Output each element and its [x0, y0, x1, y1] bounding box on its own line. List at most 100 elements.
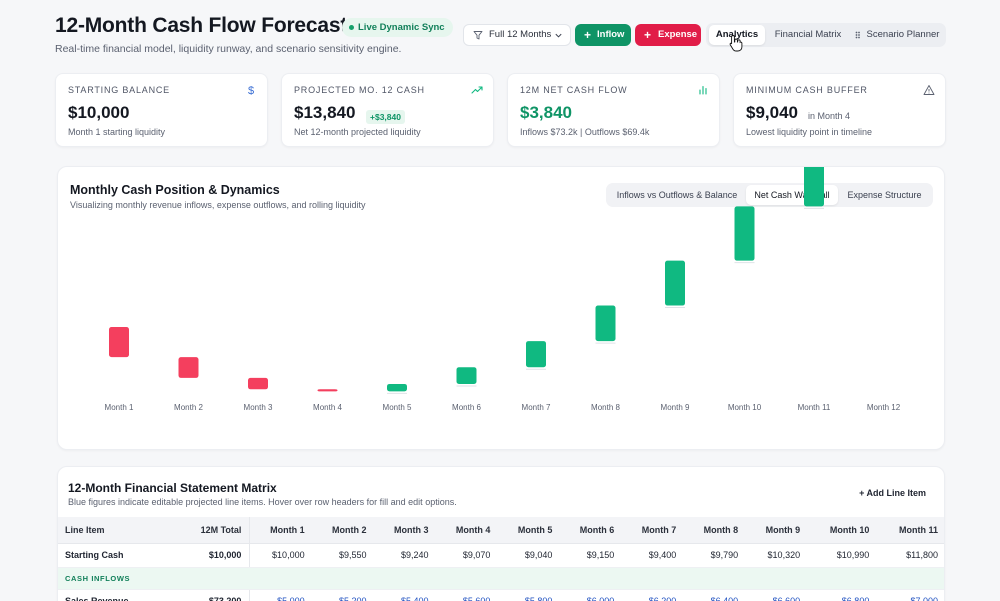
table-cell: $9,790: [684, 543, 747, 568]
waterfall-bar-10[interactable]: [734, 206, 755, 261]
table-cell[interactable]: $5,200: [312, 589, 375, 601]
plus-icon: +: [584, 28, 592, 42]
bar-chart-icon: [699, 85, 707, 95]
chart-subtitle: Visualizing monthly revenue inflows, exp…: [70, 200, 366, 210]
waterfall-bar-1[interactable]: [109, 327, 129, 358]
add-line-item-button[interactable]: + Add Line Item: [859, 488, 926, 498]
kpi-value: $13,840: [294, 103, 356, 122]
table-cell: $9,400: [622, 543, 685, 568]
waterfall-bar-3[interactable]: [248, 377, 268, 390]
waterfall-bar-7[interactable]: [526, 341, 546, 368]
kpi-minimum-cash-buffer: Minimum Cash Buffer $9,040 in Month 4 Lo…: [733, 73, 946, 147]
x-tick-label: Month 2: [174, 403, 203, 412]
waterfall-bar-2[interactable]: [178, 357, 199, 378]
kpi-projected-month-12: Projected Mo. 12 Cash $13,840 +$3,840 Ne…: [281, 73, 494, 147]
matrix-title: 12-Month Financial Statement Matrix: [68, 481, 277, 495]
table-cell[interactable]: $7,000: [877, 589, 944, 601]
kpi-change-badge: +$3,840: [366, 110, 405, 124]
kpi-sub: Inflows $73.2k | Outflows $69.4k: [520, 127, 650, 137]
table-cell[interactable]: $6,800: [808, 589, 878, 601]
x-tick-label: Month 10: [728, 403, 762, 412]
page-header: 12-Month Cash Flow Forecast Live Dynamic…: [55, 14, 946, 64]
table-cell[interactable]: $5,800: [498, 589, 561, 601]
table-cell: $9,550: [312, 543, 375, 568]
kpi-value: $10,000: [68, 103, 130, 122]
kpi-sub: Month 1 starting liquidity: [68, 127, 166, 137]
waterfall-bar-11[interactable]: [804, 167, 824, 207]
live-sync-label: Live Dynamic Sync: [358, 22, 445, 33]
x-tick-label: Month 6: [452, 403, 481, 412]
kpi-label: Projected Mo. 12 Cash: [294, 85, 425, 95]
table-cell[interactable]: $6,600: [746, 589, 809, 601]
column-header: Line Item: [58, 517, 178, 544]
waterfall-bar-8[interactable]: [595, 305, 616, 342]
plus-icon: +: [644, 28, 652, 42]
waterfall-bar-5[interactable]: [387, 383, 407, 392]
table-cell[interactable]: $6,000: [560, 589, 623, 601]
kpi-label: Starting Balance: [68, 85, 170, 95]
tab-inflows-outflows[interactable]: Inflows vs Outflows & Balance: [616, 190, 738, 200]
x-tick-label: Month 9: [661, 403, 690, 412]
kpi-sub: Net 12-month projected liquidity: [294, 127, 421, 137]
table-cell[interactable]: $5,400: [374, 589, 437, 601]
column-header: Month 7: [622, 517, 685, 544]
live-sync-badge: Live Dynamic Sync: [342, 18, 453, 37]
kpi-starting-balance: Starting Balance $ $10,000 Month 1 start…: [55, 73, 268, 147]
chart-title: Monthly Cash Position & Dynamics: [70, 183, 280, 197]
table-cell[interactable]: $5,000: [249, 589, 313, 601]
table-cell[interactable]: $5,600: [436, 589, 499, 601]
x-tick-label: Month 12: [867, 403, 901, 412]
column-header: 12M Total: [178, 517, 251, 544]
kpi-inline-note: in Month 4: [808, 111, 851, 121]
x-tick-label: Month 8: [591, 403, 620, 412]
table-cell: $9,240: [374, 543, 437, 568]
section-label: CASH INFLOWS: [58, 567, 944, 590]
waterfall-bar-4[interactable]: [317, 389, 338, 392]
table-cell: $9,040: [498, 543, 561, 568]
column-header: Month 9: [746, 517, 809, 544]
table-cell: $10,000: [249, 543, 313, 568]
table-cell[interactable]: $6,400: [684, 589, 747, 601]
table-cell: $9,150: [560, 543, 623, 568]
tab-expense-structure[interactable]: Expense Structure: [847, 190, 922, 200]
svg-text:$: $: [248, 85, 254, 96]
table-cell[interactable]: $6,200: [622, 589, 685, 601]
table-cell: $11,800: [877, 543, 944, 568]
x-tick-label: Month 1: [105, 403, 134, 412]
kpi-net-cash-flow: 12M Net Cash Flow $3,840 Inflows $73.2k …: [507, 73, 720, 147]
table-cell: $73,200: [178, 589, 251, 601]
column-header: Month 4: [436, 517, 499, 544]
financial-matrix-panel: 12-Month Financial Statement Matrix Blue…: [57, 466, 945, 601]
kpi-label: Minimum Cash Buffer: [746, 85, 868, 95]
table-row-starting-cash: Starting Cash $10,000 $10,000 $9,550 $9,240 $…: [58, 543, 944, 568]
page-title: 12-Month Cash Flow Forecast: [55, 14, 348, 37]
period-select-value: Full 12 Months: [489, 29, 552, 40]
table-cell[interactable]: Sales Revenue: [58, 589, 178, 601]
tab-financial-matrix[interactable]: Financial Matrix: [774, 29, 842, 40]
x-tick-label: Month 4: [313, 403, 342, 412]
add-expense-button[interactable]: + Expense: [635, 24, 701, 46]
kpi-label: 12M Net Cash Flow: [520, 85, 628, 95]
tab-scenario-planner[interactable]: Scenario Planner: [851, 25, 945, 45]
column-header: Month 11: [877, 517, 944, 544]
x-tick-label: Month 11: [798, 403, 831, 412]
column-header: Month 3: [374, 517, 437, 544]
table-cell[interactable]: Starting Cash: [58, 543, 178, 568]
tab-scenario-planner-label: Scenario Planner: [866, 29, 940, 40]
table-section-inflows: CASH INFLOWS: [58, 567, 944, 590]
column-header: Month 10: [808, 517, 878, 544]
waterfall-bar-6[interactable]: [456, 367, 477, 384]
matrix-subtitle: Blue figures indicate editable projected…: [68, 497, 457, 507]
add-inflow-button[interactable]: + Inflow: [575, 24, 631, 46]
tab-analytics[interactable]: Analytics: [709, 25, 765, 45]
table-cell: $9,070: [436, 543, 499, 568]
x-tick-label: Month 3: [244, 403, 273, 412]
add-inflow-label: Inflow: [597, 29, 625, 40]
x-tick-label: Month 5: [383, 403, 412, 412]
filter-icon: [473, 31, 483, 40]
chart-panel: Monthly Cash Position & Dynamics Visuali…: [57, 166, 945, 450]
waterfall-bar-9[interactable]: [665, 260, 685, 306]
period-select[interactable]: Full 12 Months: [463, 24, 571, 46]
chevron-down-icon: [555, 33, 562, 38]
